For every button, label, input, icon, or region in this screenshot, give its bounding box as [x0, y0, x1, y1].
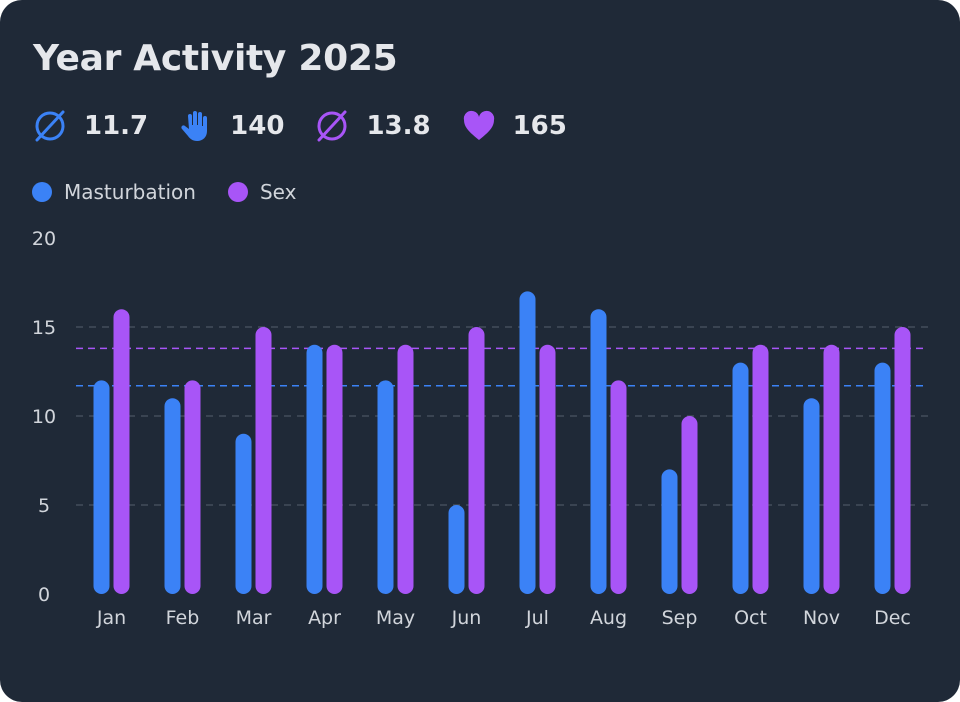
legend-item-masturbation[interactable]: Masturbation: [32, 180, 196, 204]
hand-icon: [181, 111, 208, 141]
bar-sex-jan: [113, 309, 130, 594]
bar-masturbation-sep: [661, 469, 678, 594]
stat-value: 165: [512, 111, 567, 141]
x-tick-label: Nov: [803, 607, 840, 629]
card-title: Year Activity 2025: [33, 38, 398, 79]
bar-masturbation-feb: [164, 398, 181, 594]
bar-masturbation-apr: [306, 344, 323, 594]
x-tick-label: Jan: [96, 607, 126, 629]
bar-sex-nov: [823, 344, 840, 594]
legend-label: Sex: [259, 180, 297, 204]
heart-icon: [463, 110, 494, 140]
sex-total-stat: 165: [461, 108, 567, 144]
average-icon: [35, 110, 65, 142]
stat-value: 13.8: [366, 111, 431, 141]
x-tick-label: Dec: [874, 607, 911, 629]
x-tick-label: Feb: [166, 607, 200, 629]
y-tick-label: 20: [32, 228, 56, 250]
average-icon: [317, 110, 347, 142]
bar-masturbation-nov: [803, 398, 820, 594]
y-tick-label: 15: [32, 317, 56, 339]
bar-masturbation-aug: [590, 309, 607, 594]
bar-sex-apr: [326, 344, 343, 594]
x-tick-label: Jun: [451, 607, 482, 629]
bar-masturbation-jun: [448, 505, 465, 594]
bar-masturbation-jul: [519, 291, 536, 594]
x-tick-label: Oct: [734, 607, 767, 629]
legend-label: Masturbation: [64, 180, 196, 204]
y-tick-label: 10: [32, 406, 56, 428]
masturbation-average-stat: 11.7: [32, 108, 148, 144]
bar-sex-dec: [894, 327, 911, 594]
bar-sex-feb: [184, 380, 201, 594]
bar-sex-mar: [255, 327, 272, 594]
legend-dot: [32, 182, 52, 202]
bar-sex-oct: [752, 344, 769, 594]
bar-sex-may: [397, 344, 414, 594]
x-tick-label: Sep: [662, 607, 698, 629]
stats-row: 11.7 140 13.8 165: [32, 108, 597, 144]
x-tick-label: Mar: [236, 607, 272, 629]
y-tick-label: 5: [38, 495, 50, 517]
bar-sex-jul: [539, 344, 556, 594]
x-tick-label: Jul: [525, 607, 549, 629]
y-tick-label: 0: [38, 584, 50, 606]
stat-value: 140: [230, 111, 285, 141]
stat-value: 11.7: [84, 111, 149, 141]
masturbation-total-stat: 140: [178, 108, 284, 144]
bar-masturbation-dec: [874, 362, 891, 594]
legend-item-sex[interactable]: Sex: [227, 180, 297, 204]
bar-sex-aug: [610, 380, 627, 594]
x-tick-label: Apr: [308, 607, 341, 629]
legend-dot: [227, 182, 248, 202]
x-tick-label: May: [376, 607, 415, 629]
sex-average-stat: 13.8: [314, 108, 431, 144]
bar-masturbation-mar: [235, 433, 252, 594]
bar-sex-jun: [468, 327, 485, 594]
bar-sex-sep: [681, 416, 698, 594]
x-tick-label: Aug: [590, 607, 627, 629]
bar-masturbation-may: [377, 380, 394, 594]
bar-masturbation-jan: [93, 380, 110, 594]
chart-legend: Masturbation Sex: [32, 180, 328, 204]
bar-masturbation-oct: [732, 362, 749, 594]
